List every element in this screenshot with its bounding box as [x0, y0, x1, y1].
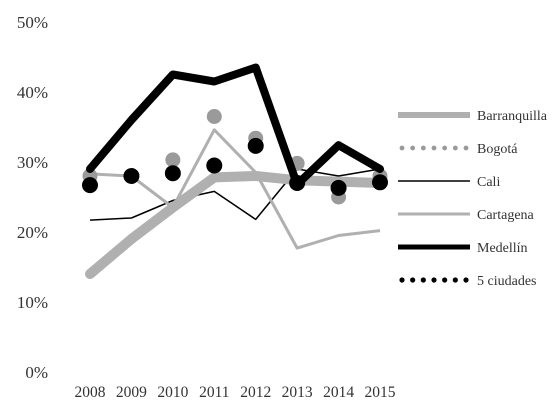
- series-line: [89, 128, 381, 250]
- x-tick-label: 2011: [199, 384, 229, 401]
- legend-item-cartagena: Cartagena: [398, 208, 535, 223]
- legend-swatch: [452, 145, 458, 151]
- data-point: [330, 179, 347, 196]
- legend-label: 5 ciudades: [477, 274, 536, 289]
- y-tick-label: 0%: [25, 363, 48, 382]
- series-line: [89, 168, 381, 221]
- legend-swatch: [452, 277, 458, 283]
- legend-label: Medellín: [477, 241, 528, 256]
- y-tick-label: 20%: [17, 223, 48, 242]
- legend-label: Bogotá: [477, 142, 518, 157]
- series-5-ciudades: [82, 137, 388, 196]
- legend-label: Barranquilla: [477, 109, 548, 124]
- legend-label: Cali: [477, 175, 500, 190]
- data-point: [206, 157, 223, 174]
- legend-swatch: [410, 277, 416, 283]
- legend: Barranquilla Bogotá Cali Cartagena Medellín 5…: [398, 109, 548, 289]
- legend-swatch: [463, 277, 469, 283]
- data-point: [164, 165, 181, 182]
- series-line: [86, 63, 384, 189]
- legend-swatch: [442, 277, 448, 283]
- series-line: [85, 171, 385, 279]
- x-tick-label: 2008: [75, 384, 106, 401]
- legend-swatch: [420, 277, 426, 283]
- x-tick-label: 2010: [157, 384, 188, 401]
- data-point: [289, 175, 306, 191]
- x-tick-label: 2013: [282, 384, 313, 401]
- x-tick-label: 2012: [240, 384, 271, 401]
- legend-label: Cartagena: [477, 208, 535, 223]
- legend-item-barranquilla: Barranquilla: [398, 109, 548, 124]
- data-point: [82, 177, 98, 194]
- y-tick-label: 30%: [17, 153, 48, 172]
- legend-swatch: [399, 145, 405, 151]
- legend-item-5-ciudades: 5 ciudades: [399, 274, 536, 289]
- data-point: [206, 109, 222, 124]
- y-axis: 0% 10% 20% 30% 40% 50%: [17, 13, 48, 382]
- x-tick-label: 2014: [323, 384, 354, 401]
- y-tick-label: 10%: [17, 293, 48, 312]
- x-tick-label: 2009: [116, 384, 147, 401]
- y-tick-label: 50%: [17, 13, 48, 32]
- series-barranquilla: [85, 171, 385, 279]
- data-point: [123, 168, 140, 184]
- series-cali: [89, 168, 381, 221]
- legend-item-cali: Cali: [398, 175, 500, 190]
- legend-item-bogota: Bogotá: [399, 142, 518, 157]
- legend-swatch: [399, 277, 405, 283]
- y-tick-label: 40%: [17, 83, 48, 102]
- legend-swatch: [431, 145, 437, 151]
- data-point: [165, 152, 181, 168]
- x-tick-label: 2015: [365, 384, 396, 401]
- plot-area: [82, 63, 388, 279]
- legend-swatch: [410, 145, 416, 151]
- series-cartagena: [89, 128, 381, 250]
- legend-swatch: [463, 145, 469, 151]
- legend-item-medellin: Medellín: [398, 241, 528, 256]
- data-point: [247, 137, 264, 154]
- legend-swatch: [420, 145, 426, 151]
- series-medellin: [86, 63, 384, 189]
- legend-swatch: [431, 277, 437, 283]
- data-point: [372, 174, 388, 191]
- legend-swatch: [442, 145, 448, 151]
- x-axis: 2008 2009 2010 2011 2012 2013 2014 2015: [75, 384, 396, 401]
